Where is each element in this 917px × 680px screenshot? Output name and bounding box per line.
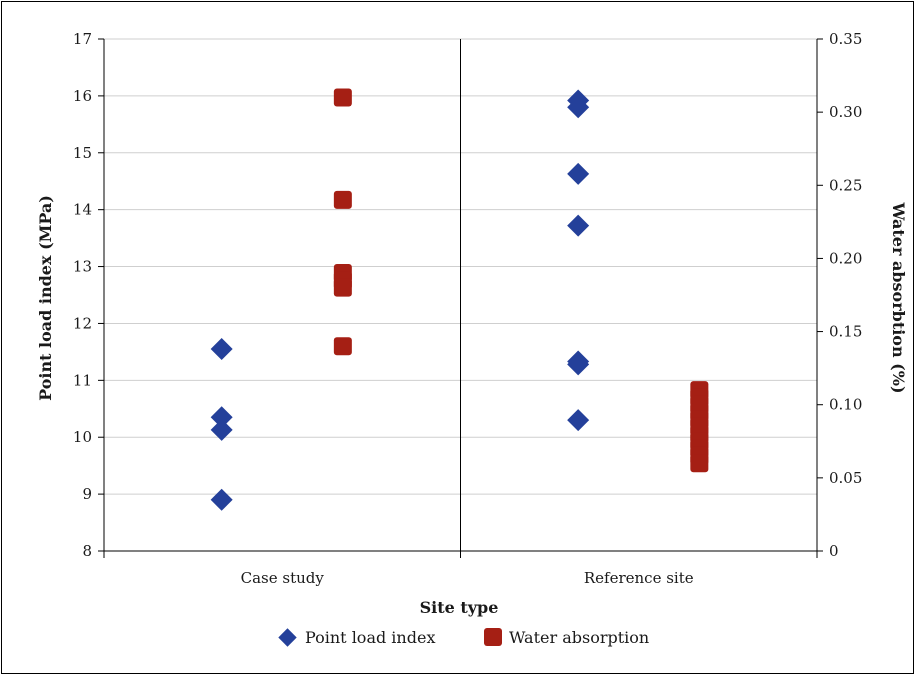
water-absorption-point xyxy=(690,454,709,473)
water-absorption-point xyxy=(333,190,352,209)
point-load-index-point xyxy=(210,488,233,511)
left-tick-label: 9 xyxy=(82,485,92,503)
right-tick-label: 0.15 xyxy=(829,323,862,341)
left-tick-label: 14 xyxy=(73,201,92,219)
x-axis-title: Site type xyxy=(420,598,499,617)
point-load-index-point xyxy=(567,214,590,237)
left-axis-ticks: 8 9 10 11 12 13 14 15 16 17 xyxy=(73,30,104,560)
water-absorption-point xyxy=(333,88,352,107)
point-load-index-point xyxy=(210,338,233,361)
right-tick-label: 0.30 xyxy=(829,103,862,121)
point-load-index-point xyxy=(567,162,590,185)
y2-axis-title: Water absorbtion (%) xyxy=(889,201,908,393)
right-tick-label: 0.20 xyxy=(829,249,862,267)
left-tick-label: 16 xyxy=(73,87,92,105)
right-tick-label: 0.35 xyxy=(829,30,862,48)
legend-marker-point-load-index xyxy=(278,628,297,647)
right-tick-label: 0.10 xyxy=(829,396,862,414)
right-tick-label: 0.05 xyxy=(829,469,862,487)
right-axis-ticks: 0 0.05 0.10 0.15 0.20 0.25 0.30 0.35 xyxy=(817,30,862,560)
x-category-label: Reference site xyxy=(584,569,694,587)
right-tick-label: 0.25 xyxy=(829,176,862,194)
point-load-index-point xyxy=(210,418,233,441)
legend-marker-water-absorption xyxy=(484,628,502,646)
point-load-index-point xyxy=(567,353,590,376)
legend-label-point-load-index: Point load index xyxy=(305,628,435,647)
water-absorption-point xyxy=(333,278,352,297)
right-tick-label: 0 xyxy=(829,542,839,560)
data-points xyxy=(210,88,709,511)
left-tick-label: 10 xyxy=(73,428,92,446)
water-absorption-point xyxy=(333,337,352,356)
point-load-index-point xyxy=(567,409,590,432)
point-load-index-point xyxy=(210,406,233,429)
axes xyxy=(103,39,818,558)
left-tick-label: 11 xyxy=(73,371,92,389)
x-category-label: Case study xyxy=(241,569,325,587)
legend: Point load index Water absorption xyxy=(278,628,649,647)
left-tick-label: 17 xyxy=(73,30,92,48)
point-load-index-point xyxy=(567,96,590,119)
legend-label-water-absorption: Water absorption xyxy=(509,628,649,647)
y-axis-title: Point load index (MPa) xyxy=(36,195,55,401)
left-tick-label: 13 xyxy=(73,258,92,276)
left-tick-label: 8 xyxy=(82,542,92,560)
x-axis-categories: Case study Reference site xyxy=(241,569,694,587)
left-tick-label: 15 xyxy=(73,144,92,162)
left-tick-label: 12 xyxy=(73,314,92,332)
